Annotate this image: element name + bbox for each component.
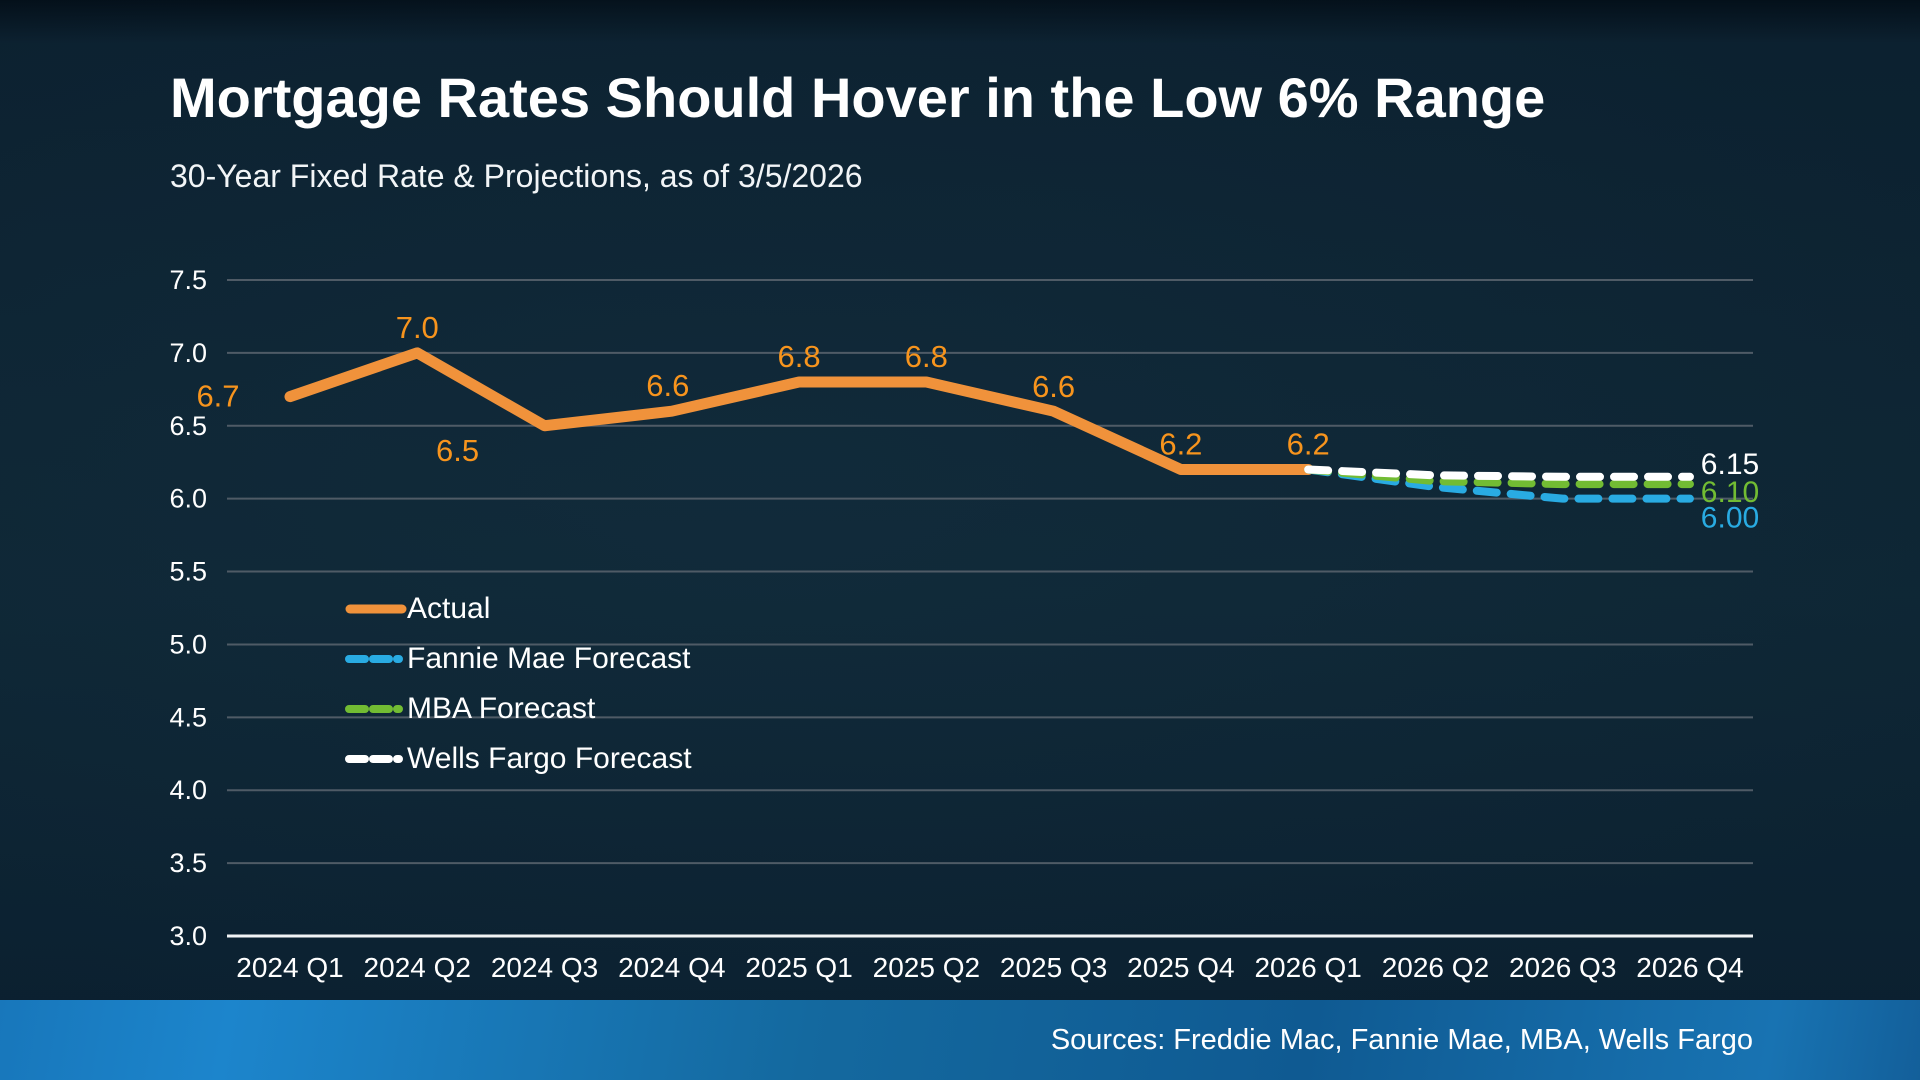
x-tick-label: 2024 Q3 (491, 952, 598, 983)
legend-label: Wells Fargo Forecast (407, 742, 692, 775)
value-labels: 6.7 7.0 6.5 6.6 6.8 6.8 6.6 6.2 6.2 (196, 310, 1329, 468)
series-line-mba-forecast (1304, 465, 1694, 489)
value-label: 6.5 (436, 433, 479, 468)
value-label: 6.6 (646, 368, 689, 403)
x-tick-label: 2026 Q3 (1509, 952, 1616, 983)
legend-swatch-wells-fargo (345, 755, 407, 763)
legend-row: MBA Forecast (345, 684, 692, 734)
x-tick-label: 2025 Q3 (1000, 952, 1107, 983)
end-label-wells-fargo-forecast: 6.15 (1701, 448, 1759, 481)
value-label: 6.8 (905, 339, 948, 374)
legend-row: Wells Fargo Forecast (345, 734, 692, 784)
legend-row: Actual (345, 584, 692, 634)
y-tick-label: 7.5 (169, 265, 207, 295)
legend-label: Fannie Mae Forecast (407, 642, 691, 675)
value-label: 6.2 (1159, 427, 1202, 462)
legend-label: MBA Forecast (407, 692, 596, 725)
x-tick-label: 2025 Q2 (873, 952, 980, 983)
y-tick-label: 6.5 (169, 411, 207, 441)
series-line-actual (284, 347, 1314, 476)
legend-swatch-actual (345, 604, 407, 614)
y-tick-label: 3.5 (169, 848, 207, 878)
y-tick-label: 5.0 (169, 629, 207, 659)
page-title: Mortgage Rates Should Hover in the Low 6… (170, 66, 1546, 129)
end-label-mba-forecast: 6.10 (1701, 476, 1759, 509)
x-tick-label: 2024 Q2 (364, 952, 471, 983)
series-line-wells-fargo-forecast (1304, 465, 1694, 481)
value-label: 7.0 (396, 310, 439, 345)
y-tick-label: 4.0 (169, 775, 207, 805)
forecast-end-labels: 6.006.106.15 (1701, 448, 1759, 535)
x-tick-label: 2026 Q1 (1254, 952, 1361, 983)
y-tick-label: 7.0 (169, 338, 207, 368)
value-label: 6.7 (196, 379, 239, 414)
x-tick-label: 2026 Q4 (1636, 952, 1743, 983)
x-tick-label: 2024 Q1 (236, 952, 343, 983)
value-label: 6.6 (1032, 369, 1075, 404)
y-tick-label: 4.5 (169, 702, 207, 732)
value-label: 6.2 (1287, 427, 1330, 462)
footer-bar: Sources: Freddie Mac, Fannie Mae, MBA, W… (0, 1000, 1920, 1080)
series-lines (284, 347, 1694, 503)
y-tick-label: 3.0 (169, 921, 207, 951)
legend-swatch-fannie-mae (345, 655, 407, 663)
page-subtitle: 30-Year Fixed Rate & Projections, as of … (170, 158, 863, 194)
series-line-fannie-mae-forecast (1304, 465, 1694, 503)
x-tick-label: 2026 Q2 (1382, 952, 1489, 983)
legend-row: Fannie Mae Forecast (345, 634, 692, 684)
x-tick-label: 2024 Q4 (618, 952, 725, 983)
x-tick-label: 2025 Q4 (1127, 952, 1234, 983)
value-label: 6.8 (778, 339, 821, 374)
gridlines (227, 278, 1753, 938)
y-tick-label: 5.5 (169, 557, 207, 587)
end-label-fannie-mae-forecast: 6.00 (1701, 502, 1759, 535)
legend-swatch-mba (345, 705, 407, 713)
x-tick-label: 2025 Q1 (745, 952, 852, 983)
chart-legend: Actual Fannie Mae Forecast MBA Forecast … (345, 584, 692, 784)
sources-text: Sources: Freddie Mac, Fannie Mae, MBA, W… (1050, 1024, 1753, 1056)
y-axis-labels: 7.5 7.0 6.5 6.0 5.5 5.0 4.5 4.0 3.5 3.0 (169, 265, 207, 951)
legend-label: Actual (407, 592, 491, 625)
y-tick-label: 6.0 (169, 484, 207, 514)
x-axis-labels: 2024 Q1 2024 Q2 2024 Q3 2024 Q4 2025 Q1 2025 … (236, 952, 1743, 983)
